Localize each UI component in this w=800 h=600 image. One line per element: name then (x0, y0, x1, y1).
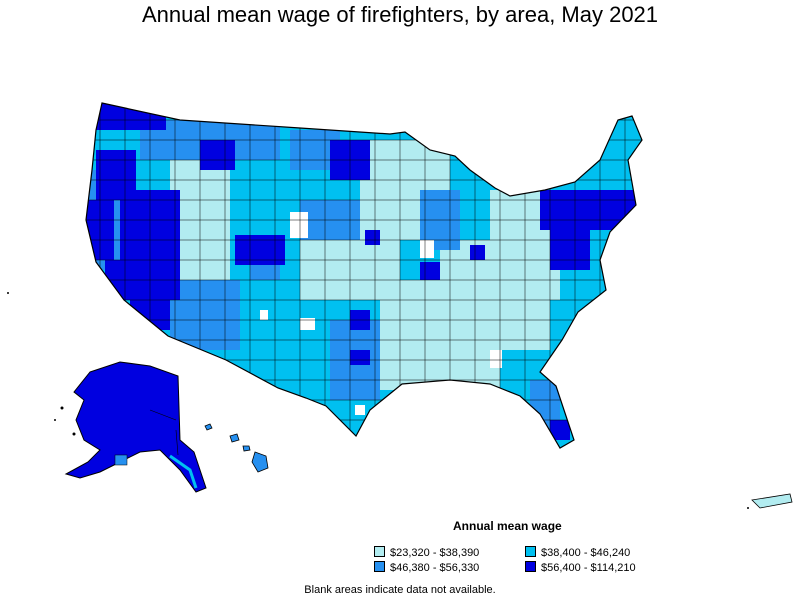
footnote: Blank areas indicate data not available. (304, 584, 496, 596)
contiguous-us-outline (85, 102, 643, 449)
contiguous-us (86, 103, 642, 448)
map-title: Annual mean wage of firefighters, by are… (141, 2, 659, 27)
legend-title: Annual mean wage (453, 519, 562, 533)
puerto-rico (747, 493, 793, 509)
legend-item: $56,400 - $114,210 (525, 561, 636, 574)
legend-swatch (374, 546, 385, 557)
legend-label: $23,320 - $38,390 (390, 547, 480, 559)
legend-label: $38,400 - $46,240 (541, 547, 631, 559)
legend-item: $23,320 - $38,390 (374, 546, 479, 559)
legend-item: $46,380 - $56,330 (374, 561, 479, 574)
legend-swatch (525, 546, 536, 557)
legend-label: $56,400 - $114,210 (541, 562, 636, 574)
legend-label: $46,380 - $56,330 (390, 562, 480, 574)
hawaii (204, 423, 269, 473)
alaska (54, 361, 207, 493)
legend-swatch (374, 561, 385, 572)
legend-swatch (525, 561, 536, 572)
legend-item: $38,400 - $46,240 (525, 546, 630, 559)
